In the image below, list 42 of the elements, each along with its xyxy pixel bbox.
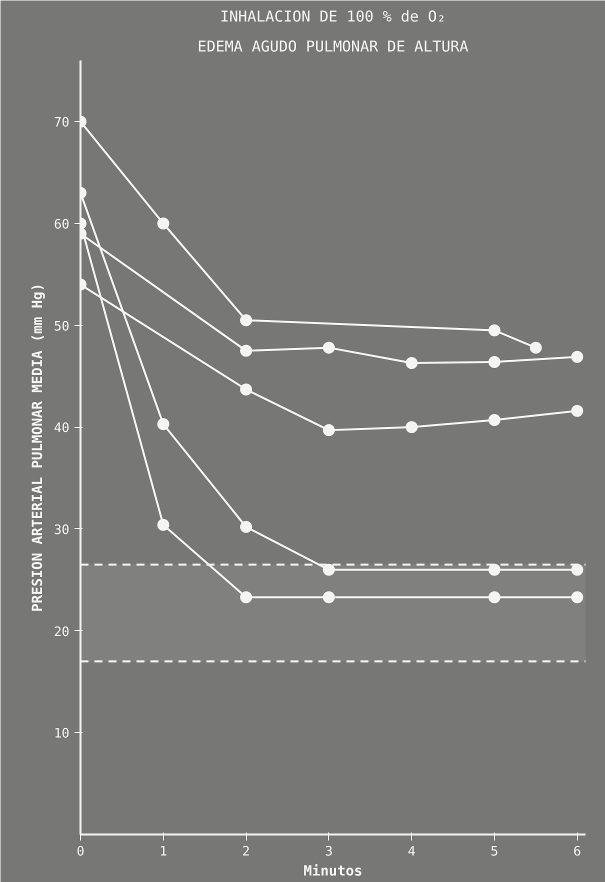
point — [322, 591, 335, 604]
x-tick-label: 2 — [242, 844, 250, 860]
point — [322, 564, 335, 576]
point — [157, 518, 170, 531]
chart-subtitle: EDEMA AGUDO PULMONAR DE ALTURA — [198, 38, 468, 56]
x-tick-label: 0 — [76, 844, 84, 860]
point — [488, 356, 500, 368]
point — [406, 421, 418, 434]
x-tick-label: 4 — [408, 844, 416, 860]
y-tick-label: 30 — [54, 522, 70, 538]
y-tick-label: 50 — [54, 319, 70, 334]
point — [322, 342, 335, 354]
point — [157, 418, 170, 430]
point — [488, 564, 500, 576]
y-tick-label: 40 — [54, 421, 70, 436]
point — [240, 344, 252, 357]
x-tick-label: 6 — [573, 844, 582, 860]
y-tick-label: 20 — [54, 624, 70, 640]
point — [240, 520, 252, 533]
point — [488, 591, 500, 604]
point — [571, 591, 584, 604]
chart-title: INHALACION DE 100 % de O₂ — [220, 8, 446, 26]
x-axis-title: Minutos — [304, 864, 363, 880]
point — [571, 350, 584, 363]
x-tick-label: 1 — [159, 844, 168, 860]
x-tick-label: 5 — [490, 844, 498, 860]
point — [488, 324, 500, 336]
point — [240, 314, 252, 326]
point — [240, 591, 252, 604]
point — [571, 564, 584, 576]
point — [157, 217, 170, 230]
y-tick-label: 70 — [54, 116, 70, 131]
y-tick-label: 10 — [54, 726, 70, 742]
y-axis-title: PRESION ARTERIAL PULMONAR MEDIA (mm Hg) — [30, 283, 46, 612]
point — [530, 342, 542, 354]
point — [322, 424, 335, 436]
point — [240, 383, 252, 396]
x-tick-label: 3 — [324, 844, 333, 860]
y-tick-label: 60 — [54, 217, 70, 232]
point — [571, 404, 584, 417]
point — [488, 414, 500, 426]
point — [406, 356, 418, 369]
